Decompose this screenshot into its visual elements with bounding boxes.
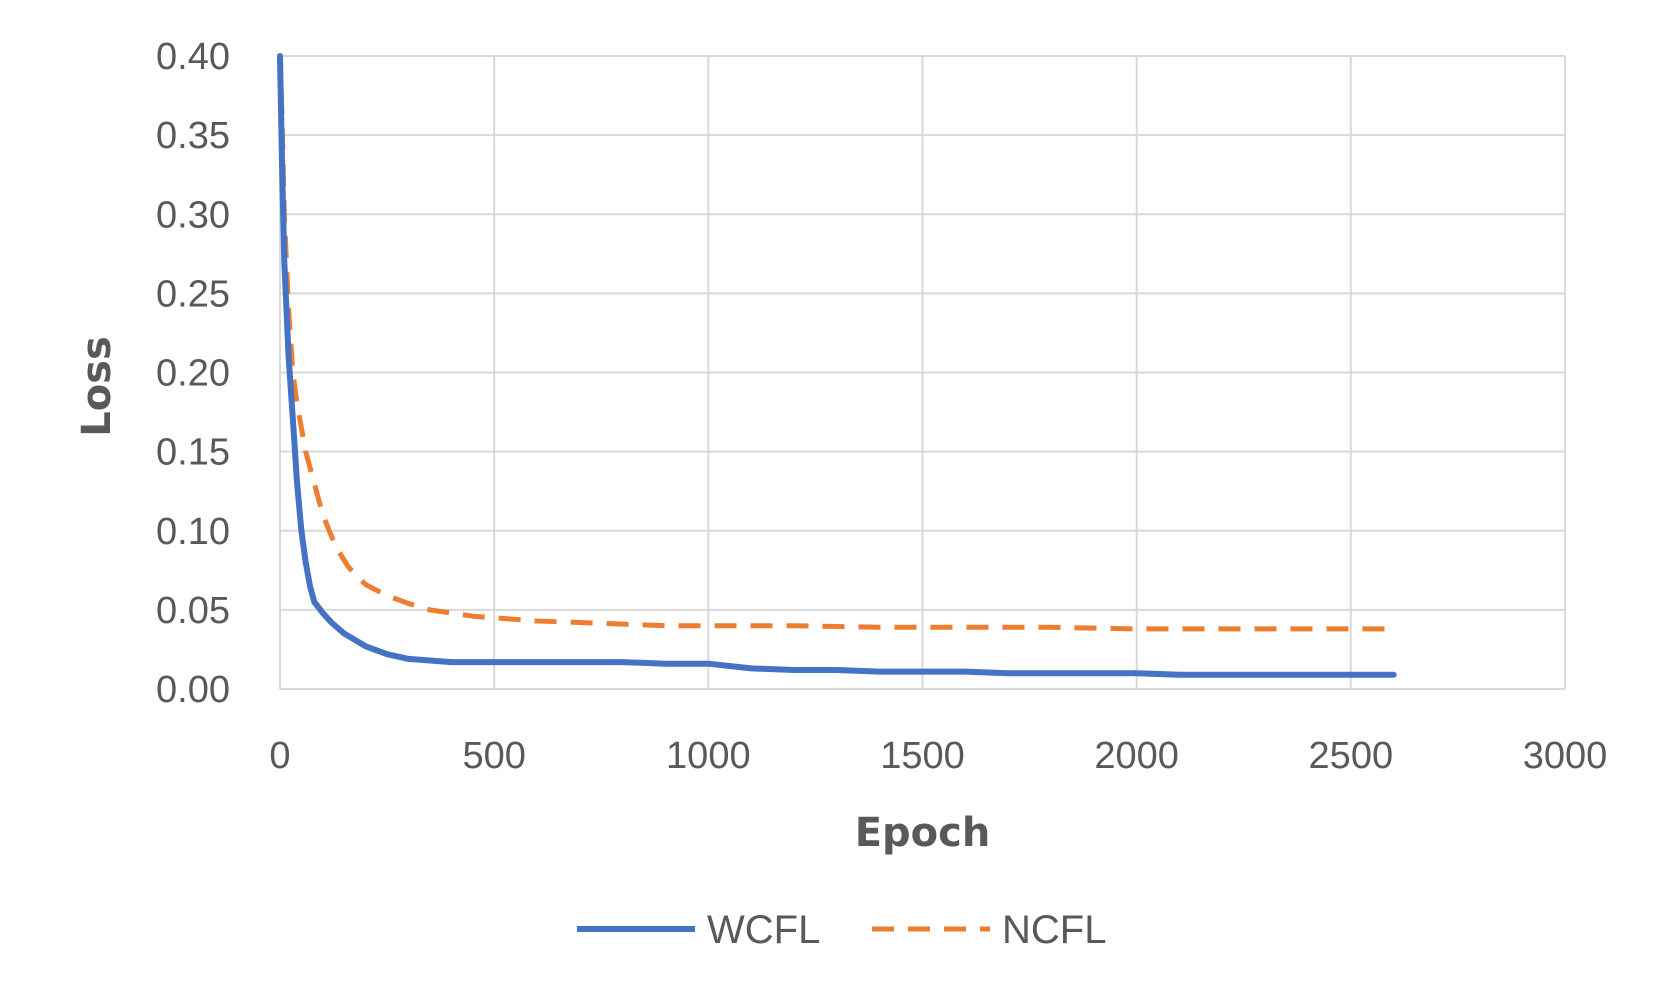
x-tick-label: 1000 [666, 735, 751, 777]
y-tick-label: 0.30 [156, 194, 230, 236]
x-tick-label: 2500 [1309, 735, 1394, 777]
y-tick-label: 0.25 [156, 273, 230, 315]
y-tick-label: 0.20 [156, 353, 230, 395]
x-tick-label: 3000 [1523, 735, 1608, 777]
y-tick-label: 0.00 [156, 669, 230, 711]
y-axis-ticks: 0.00 0.05 0.10 0.15 0.20 0.25 0.30 0.35 0.40 [156, 36, 230, 711]
series-line-ncfl [277, 55, 1394, 632]
y-axis-title: Loss [74, 336, 120, 437]
x-tick-label: 2000 [1094, 735, 1179, 777]
x-tick-label: 1500 [880, 735, 965, 777]
y-tick-label: 0.40 [156, 36, 230, 78]
x-tick-label: 0 [269, 735, 290, 777]
legend-entry-wcfl: WCFL [577, 908, 820, 952]
legend-entry-ncfl: NCFL [872, 908, 1106, 952]
x-axis-ticks: 0 500 1000 1500 2000 2500 3000 [269, 735, 1607, 777]
legend: WCFL NCFL [577, 908, 1106, 952]
y-tick-label: 0.10 [156, 511, 230, 553]
legend-label: WCFL [707, 908, 820, 952]
legend-label: NCFL [1002, 908, 1106, 952]
y-tick-label: 0.35 [156, 115, 230, 157]
series-layer [277, 53, 1397, 678]
x-tick-label: 500 [462, 735, 525, 777]
grid [279, 55, 1566, 690]
x-axis-title: Epoch [855, 810, 991, 856]
y-tick-label: 0.15 [156, 432, 230, 474]
y-tick-label: 0.05 [156, 590, 230, 632]
series-line-wcfl [277, 53, 1397, 678]
